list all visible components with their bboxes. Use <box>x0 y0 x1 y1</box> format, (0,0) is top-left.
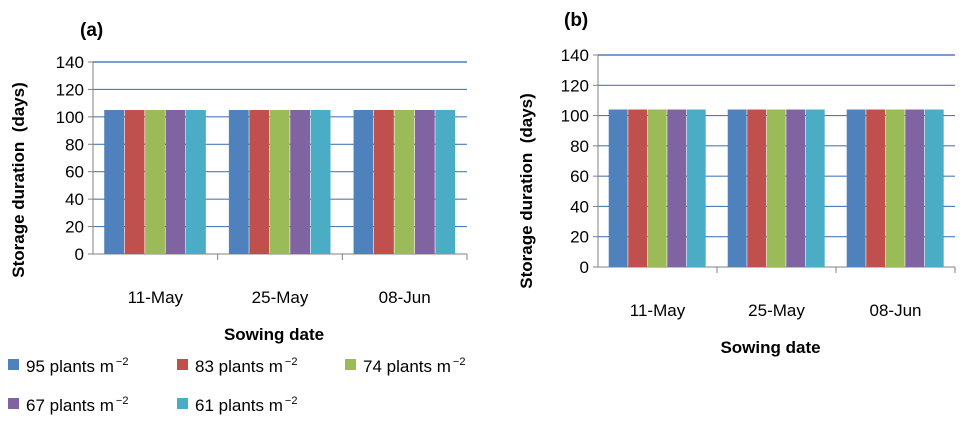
y-tick-label: 40 <box>570 197 589 216</box>
x-axis-title: Sowing date <box>224 325 324 344</box>
bar <box>373 110 394 254</box>
y-axis-title: Storage duration (days) <box>517 93 536 289</box>
legend-item: 95 plants m −2 <box>8 356 128 376</box>
bar <box>805 109 825 267</box>
legend-label: 61 plants m −2 <box>195 395 297 415</box>
bar <box>628 109 648 267</box>
y-tick-label: 140 <box>56 53 84 72</box>
y-tick-label: 100 <box>561 107 589 126</box>
y-tick-label: 60 <box>65 163 84 182</box>
bar <box>924 109 944 267</box>
bar <box>727 109 747 267</box>
legend-item: 61 plants m −2 <box>177 395 297 415</box>
y-tick-label: 0 <box>580 258 589 277</box>
bar <box>435 110 456 254</box>
bar <box>747 109 767 267</box>
y-tick-label: 120 <box>561 76 589 95</box>
legend-label: 95 plants m −2 <box>26 356 128 376</box>
chart-panel-b: (b) 0 20 40 60 80 100 120 140 11-May 25-May 08-Jun S… <box>517 10 956 357</box>
bar <box>414 110 435 254</box>
bar <box>766 109 786 267</box>
bar <box>686 109 706 267</box>
legend: 95 plants m −2 83 plants m −2 74 plants m −2 6… <box>8 356 465 415</box>
x-tick-label: 11-May <box>128 288 184 307</box>
bar <box>145 110 165 254</box>
legend-swatch <box>177 398 188 409</box>
bar <box>186 110 206 254</box>
legend-label: 74 plants m −2 <box>363 356 465 376</box>
bar <box>124 110 145 254</box>
legend-label: 83 plants m −2 <box>195 356 297 376</box>
legend-swatch <box>177 359 188 370</box>
y-tick-label: 0 <box>75 245 84 264</box>
bar <box>647 109 667 267</box>
y-tick-label: 60 <box>570 167 589 186</box>
bar <box>905 109 925 267</box>
bar <box>866 109 886 267</box>
bar <box>249 110 270 254</box>
bar <box>269 110 290 254</box>
bar <box>786 109 806 267</box>
bar <box>667 109 687 267</box>
y-tick-label: 100 <box>56 108 84 127</box>
x-tick-label: 08-Jun <box>870 301 922 320</box>
bar <box>846 109 866 267</box>
legend-swatch <box>345 359 356 370</box>
bar <box>608 109 628 267</box>
bar <box>165 110 186 254</box>
y-tick-label: 20 <box>570 228 589 247</box>
bar <box>104 110 125 254</box>
legend-item: 67 plants m −2 <box>8 395 128 415</box>
bar <box>885 109 905 267</box>
y-tick-label: 140 <box>561 46 589 65</box>
chart-panel-a: (a) 0 20 40 60 80 100 120 140 11-May 25-May 08-Jun S… <box>9 20 468 344</box>
x-tick-label: 25-May <box>252 288 309 307</box>
x-tick-label: 11-May <box>630 301 686 320</box>
legend-swatch <box>8 359 19 370</box>
y-tick-label: 80 <box>65 135 84 154</box>
legend-swatch <box>8 398 19 409</box>
bar <box>290 110 311 254</box>
bar <box>353 110 374 254</box>
bar <box>228 110 249 254</box>
x-axis-title: Sowing date <box>720 338 820 357</box>
y-tick-label: 40 <box>65 190 84 209</box>
legend-item: 83 plants m −2 <box>177 356 297 376</box>
y-axis-title: Storage duration (days) <box>9 82 28 278</box>
x-tick-label: 25-May <box>748 301 805 320</box>
panel-label: (a) <box>80 20 103 41</box>
y-tick-label: 120 <box>56 80 84 99</box>
y-tick-label: 20 <box>65 218 84 237</box>
legend-item: 74 plants m −2 <box>345 356 465 376</box>
x-tick-label: 08-Jun <box>379 288 431 307</box>
bar <box>310 110 331 254</box>
y-tick-label: 80 <box>570 137 589 156</box>
panel-label: (b) <box>564 10 588 31</box>
legend-label: 67 plants m −2 <box>26 395 128 415</box>
bar <box>394 110 415 254</box>
